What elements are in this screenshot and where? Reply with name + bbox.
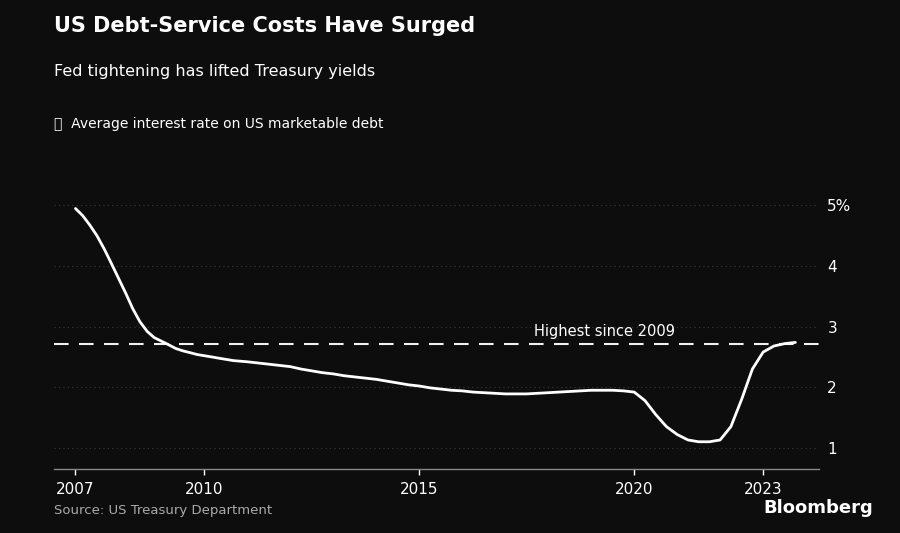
Text: ⟋  Average interest rate on US marketable debt: ⟋ Average interest rate on US marketable… [54,117,383,131]
Text: Fed tightening has lifted Treasury yields: Fed tightening has lifted Treasury yield… [54,64,375,79]
Text: Source: US Treasury Department: Source: US Treasury Department [54,504,272,517]
Text: Highest since 2009: Highest since 2009 [534,324,675,339]
Text: US Debt-Service Costs Have Surged: US Debt-Service Costs Have Surged [54,16,475,36]
Text: Bloomberg: Bloomberg [763,499,873,517]
